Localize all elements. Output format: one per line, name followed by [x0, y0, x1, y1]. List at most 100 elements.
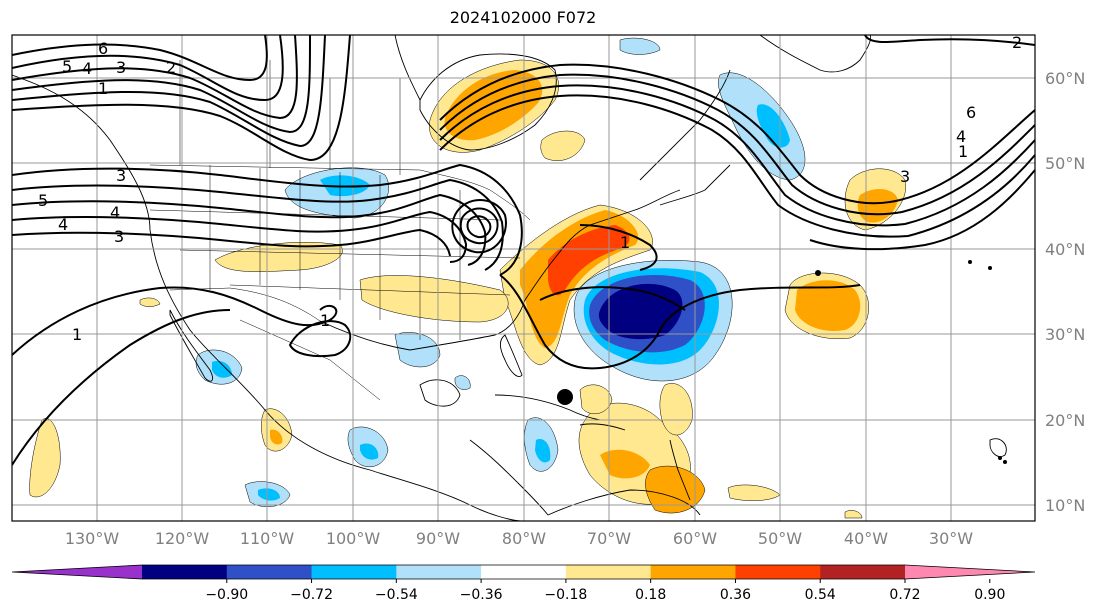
contour-east-1 [439, 63, 1035, 205]
nova-scotia [659, 164, 731, 206]
positive-eq-pacific-2 [261, 408, 293, 452]
colorbar-tick-label: −0.36 [460, 587, 503, 603]
colorbar-tick-label: 0.72 [889, 587, 920, 603]
contour-label-layer: 6 5 4 3 2 1 3 4 5 4 3 1 1 1 1 6 4 3 2 5 [38, 33, 1022, 344]
longitude-label: 50°W [758, 529, 802, 548]
colorbar-segment [481, 565, 567, 579]
negative-eq-pacific-cyan [258, 488, 280, 501]
yucatan [419, 379, 461, 407]
negative-north-atlantic-cyan [756, 104, 790, 148]
colorbar-segment [142, 565, 228, 579]
latitude-label: 20°N [1045, 411, 1085, 430]
contour-east-4 [439, 94, 1035, 238]
contour-east-3 [439, 84, 1035, 227]
contour-label: 1 [72, 325, 82, 344]
colorbar-extend-low [12, 565, 142, 579]
baja [169, 309, 213, 382]
state-line-10 [229, 284, 511, 296]
contour-label: 1 [320, 311, 330, 330]
latitude-label: 60°N [1045, 69, 1085, 88]
colorbar-segment [226, 565, 313, 579]
positive-cuba-yellow [579, 384, 613, 415]
low-center-ring-1 [451, 199, 507, 254]
greenland [759, 35, 872, 73]
low-center-ring-3 [466, 215, 492, 239]
negative-bahamas-light [454, 375, 471, 390]
colorbar-segment [565, 565, 652, 579]
contour-1a [12, 35, 351, 162]
colorbar-segment [311, 565, 397, 579]
contour-east-2 [439, 73, 1035, 216]
positive-small-1 [139, 297, 161, 307]
positive-rockies-yellow [214, 242, 343, 272]
contour-label: 3 [114, 227, 124, 246]
positive-quebec-yellow [540, 130, 586, 161]
island-dot [998, 456, 1002, 460]
low-center-ring-2 [459, 207, 499, 245]
contour-layer [12, 35, 1035, 466]
border-layer [149, 60, 531, 401]
cuba [494, 394, 601, 421]
longitude-label: 110°W [240, 529, 295, 548]
canada-arctic [394, 35, 421, 101]
antilles [669, 439, 691, 501]
positive-south-small [844, 510, 863, 519]
negative-caribbean-cyan [535, 439, 551, 463]
contour-label: 2 [1012, 33, 1022, 52]
contour-label: 4 [82, 59, 92, 78]
colorbar-outline [11, 564, 1036, 580]
contour-5 [12, 35, 284, 102]
contour-east-6 [864, 35, 1035, 46]
negative-pacific-cyan [360, 443, 379, 460]
positive-tropics-orange [600, 449, 650, 479]
colorbar-tick-label: −0.54 [375, 587, 418, 603]
negative-greenland-light [619, 37, 661, 55]
colorbar-tick-label: −0.90 [205, 587, 248, 603]
longitude-label: 30°W [929, 529, 973, 548]
island-dot [988, 266, 992, 270]
latitude-labels: 60°N 50°N 40°N 30°N 20°N 10°N [1045, 69, 1085, 515]
contour-4 [12, 35, 298, 120]
mexico-state-line [239, 319, 381, 401]
florida [500, 334, 523, 377]
colorbar-segment [650, 565, 736, 579]
contour-3 [12, 35, 311, 134]
colorbar-tick-label: 0.90 [974, 587, 1005, 603]
contour-label: 1 [620, 233, 630, 252]
longitude-label: 90°W [416, 529, 460, 548]
latitude-label: 30°N [1045, 325, 1085, 344]
island-dot [968, 260, 972, 264]
contour-upper-jet-4 [12, 210, 468, 263]
longitude-label: 60°W [673, 529, 717, 548]
longitude-labels: 130°W 120°W 110°W 100°W 90°W 80°W 70°W 6… [65, 529, 973, 548]
contour-upper-jet-5 [12, 228, 451, 257]
iceland [989, 438, 1007, 457]
colorbar-segment [735, 565, 821, 579]
colorbar-tick-label: 0.36 [720, 587, 751, 603]
colorbar-tick-label: 0.54 [805, 587, 836, 603]
latitude-label: 10°N [1045, 496, 1085, 515]
contour-loop [288, 320, 352, 358]
grid-layer [12, 35, 1035, 521]
island-markers [557, 260, 1007, 464]
longitude-label: 80°W [502, 529, 546, 548]
negative-gulf-light [394, 332, 441, 368]
contour-2 [12, 35, 326, 148]
labrador [639, 69, 731, 181]
coastline-layer [12, 35, 1007, 521]
positive-atlantic-orange [795, 280, 861, 331]
state-line-8 [149, 209, 501, 221]
map-frame [11, 34, 1036, 522]
contour-trough-inner [539, 286, 686, 311]
positive-south-us-yellow [359, 275, 509, 323]
map-title: 2024102000 F072 [449, 8, 597, 27]
latitude-label: 40°N [1045, 240, 1085, 259]
island-dot [815, 270, 821, 276]
contour-label: 4 [110, 203, 120, 222]
positive-eq-pacific-2-orange [270, 429, 283, 445]
us-mexico-border [169, 287, 321, 322]
contour-trough [499, 274, 861, 370]
contour-label: 6 [966, 103, 976, 122]
longitude-label: 100°W [326, 529, 381, 548]
